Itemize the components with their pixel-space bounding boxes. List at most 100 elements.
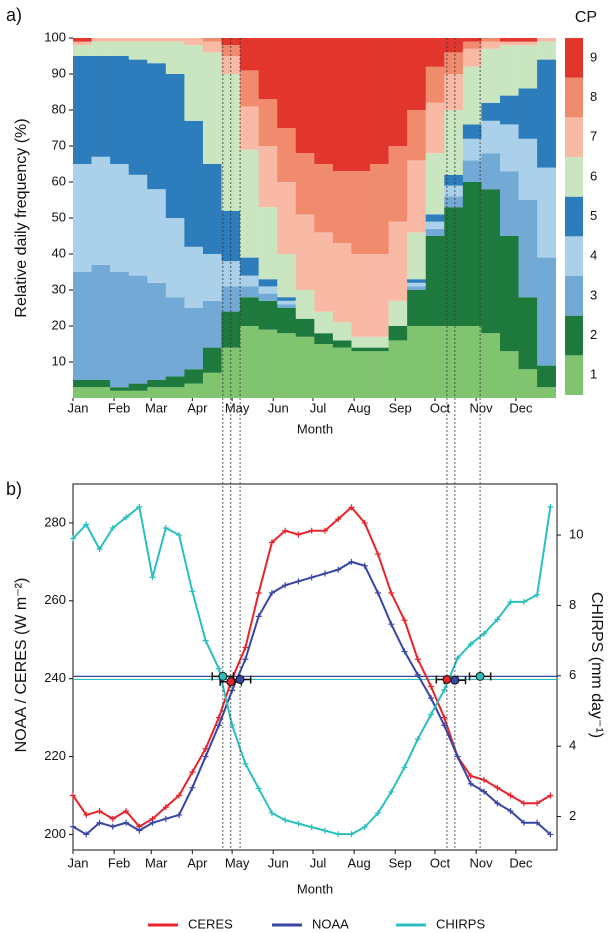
- bar-segment: [388, 221, 408, 301]
- bar-segment: [462, 41, 482, 49]
- bar-segment: [481, 333, 501, 398]
- bar-segment: [407, 38, 427, 110]
- x-tick-label: Jan: [68, 855, 89, 870]
- bar-segment: [462, 66, 482, 125]
- bar-segment: [518, 138, 538, 200]
- bar-segment: [240, 275, 259, 287]
- point-marker: [481, 776, 488, 783]
- point-marker: [123, 808, 130, 815]
- bar-segment: [110, 164, 129, 272]
- point-marker: [215, 722, 222, 729]
- bar-segment: [388, 38, 408, 146]
- legend-swatch: [565, 355, 583, 395]
- point-marker: [507, 792, 514, 799]
- x-tick-label: Jan: [68, 400, 89, 415]
- bar-segment: [537, 41, 556, 60]
- y-tick-label: 100: [44, 29, 66, 44]
- y-tick-label: 80: [52, 101, 66, 116]
- legend-swatch: [565, 157, 583, 197]
- bar-segment: [110, 41, 129, 56]
- onset-point: [235, 674, 245, 684]
- bar-segment: [462, 160, 482, 182]
- legend-label: 4: [590, 248, 597, 263]
- point-marker: [282, 817, 289, 824]
- x-axis-label: Month: [297, 881, 333, 896]
- bar-segment: [481, 48, 501, 103]
- x-tick-label: Dec: [509, 400, 533, 415]
- x-tick-label: Apr: [187, 855, 208, 870]
- bar-segment: [370, 347, 389, 352]
- point-marker: [388, 788, 395, 795]
- point-marker: [162, 815, 169, 822]
- x-tick-label: Nov: [470, 400, 494, 415]
- bar-segment: [202, 254, 222, 301]
- bar-segment: [332, 347, 352, 398]
- point-marker: [176, 792, 183, 799]
- point-marker: [520, 819, 527, 826]
- bar-segment: [258, 99, 278, 146]
- bar-segment: [462, 38, 482, 42]
- bar-segment: [537, 387, 556, 398]
- legend-swatch: [565, 236, 583, 276]
- bar-segment: [277, 254, 297, 298]
- bar-segment: [165, 387, 185, 398]
- point-marker: [401, 764, 408, 771]
- point-marker: [388, 590, 395, 597]
- point-marker: [414, 671, 421, 678]
- bar-segment: [481, 120, 501, 154]
- y-tick-label: 240: [44, 670, 66, 685]
- bar-segment: [425, 228, 445, 236]
- bar-segment: [407, 290, 427, 326]
- bar-segment: [314, 164, 334, 233]
- bar-segment: [295, 38, 315, 154]
- legend-swatch: [565, 77, 583, 118]
- x-tick-label: May: [225, 400, 250, 415]
- bar-segment: [147, 63, 167, 190]
- bar-segment: [370, 164, 389, 254]
- point-marker: [308, 574, 315, 581]
- bar-segment: [481, 153, 501, 190]
- bar-segment: [351, 336, 371, 348]
- bar-segment: [407, 110, 427, 161]
- y-tick-label: 30: [52, 281, 66, 296]
- bar-segment: [73, 164, 92, 272]
- bar-segment: [499, 124, 519, 172]
- point-marker: [242, 644, 249, 651]
- point-marker: [189, 769, 196, 776]
- bar-segment: [537, 167, 556, 258]
- bar-segment: [221, 261, 241, 287]
- point-marker: [348, 831, 355, 838]
- point-marker: [83, 521, 90, 528]
- bar-segment: [407, 160, 427, 233]
- x-tick-label: Mar: [145, 400, 168, 415]
- bar-segment: [240, 38, 259, 71]
- bar-segment: [499, 236, 519, 352]
- point-marker: [282, 582, 289, 589]
- bar-segment: [295, 153, 315, 215]
- point-marker: [494, 784, 501, 791]
- onset-point: [226, 677, 236, 687]
- y-tick-label: 40: [52, 245, 66, 260]
- bar-segment: [388, 300, 408, 326]
- point-marker: [467, 641, 474, 648]
- legend-swatch: [565, 196, 583, 237]
- bar-segment: [277, 38, 297, 128]
- point-marker: [202, 745, 209, 752]
- legend-swatch: [565, 117, 583, 157]
- point-marker: [189, 588, 196, 595]
- point-marker: [268, 810, 275, 817]
- point-marker: [189, 784, 196, 791]
- x-tick-label: Aug: [348, 400, 371, 415]
- bar-segment: [91, 387, 111, 398]
- point-marker: [149, 574, 156, 581]
- x-tick-label: Aug: [348, 855, 371, 870]
- bar-segment: [314, 232, 334, 312]
- bar-segment: [425, 214, 445, 222]
- bar-segment: [110, 56, 129, 164]
- legend-label: 9: [590, 49, 597, 64]
- bar-segment: [91, 41, 111, 56]
- point-marker: [388, 621, 395, 628]
- bar-segment: [277, 333, 297, 398]
- bar-segment: [537, 257, 556, 366]
